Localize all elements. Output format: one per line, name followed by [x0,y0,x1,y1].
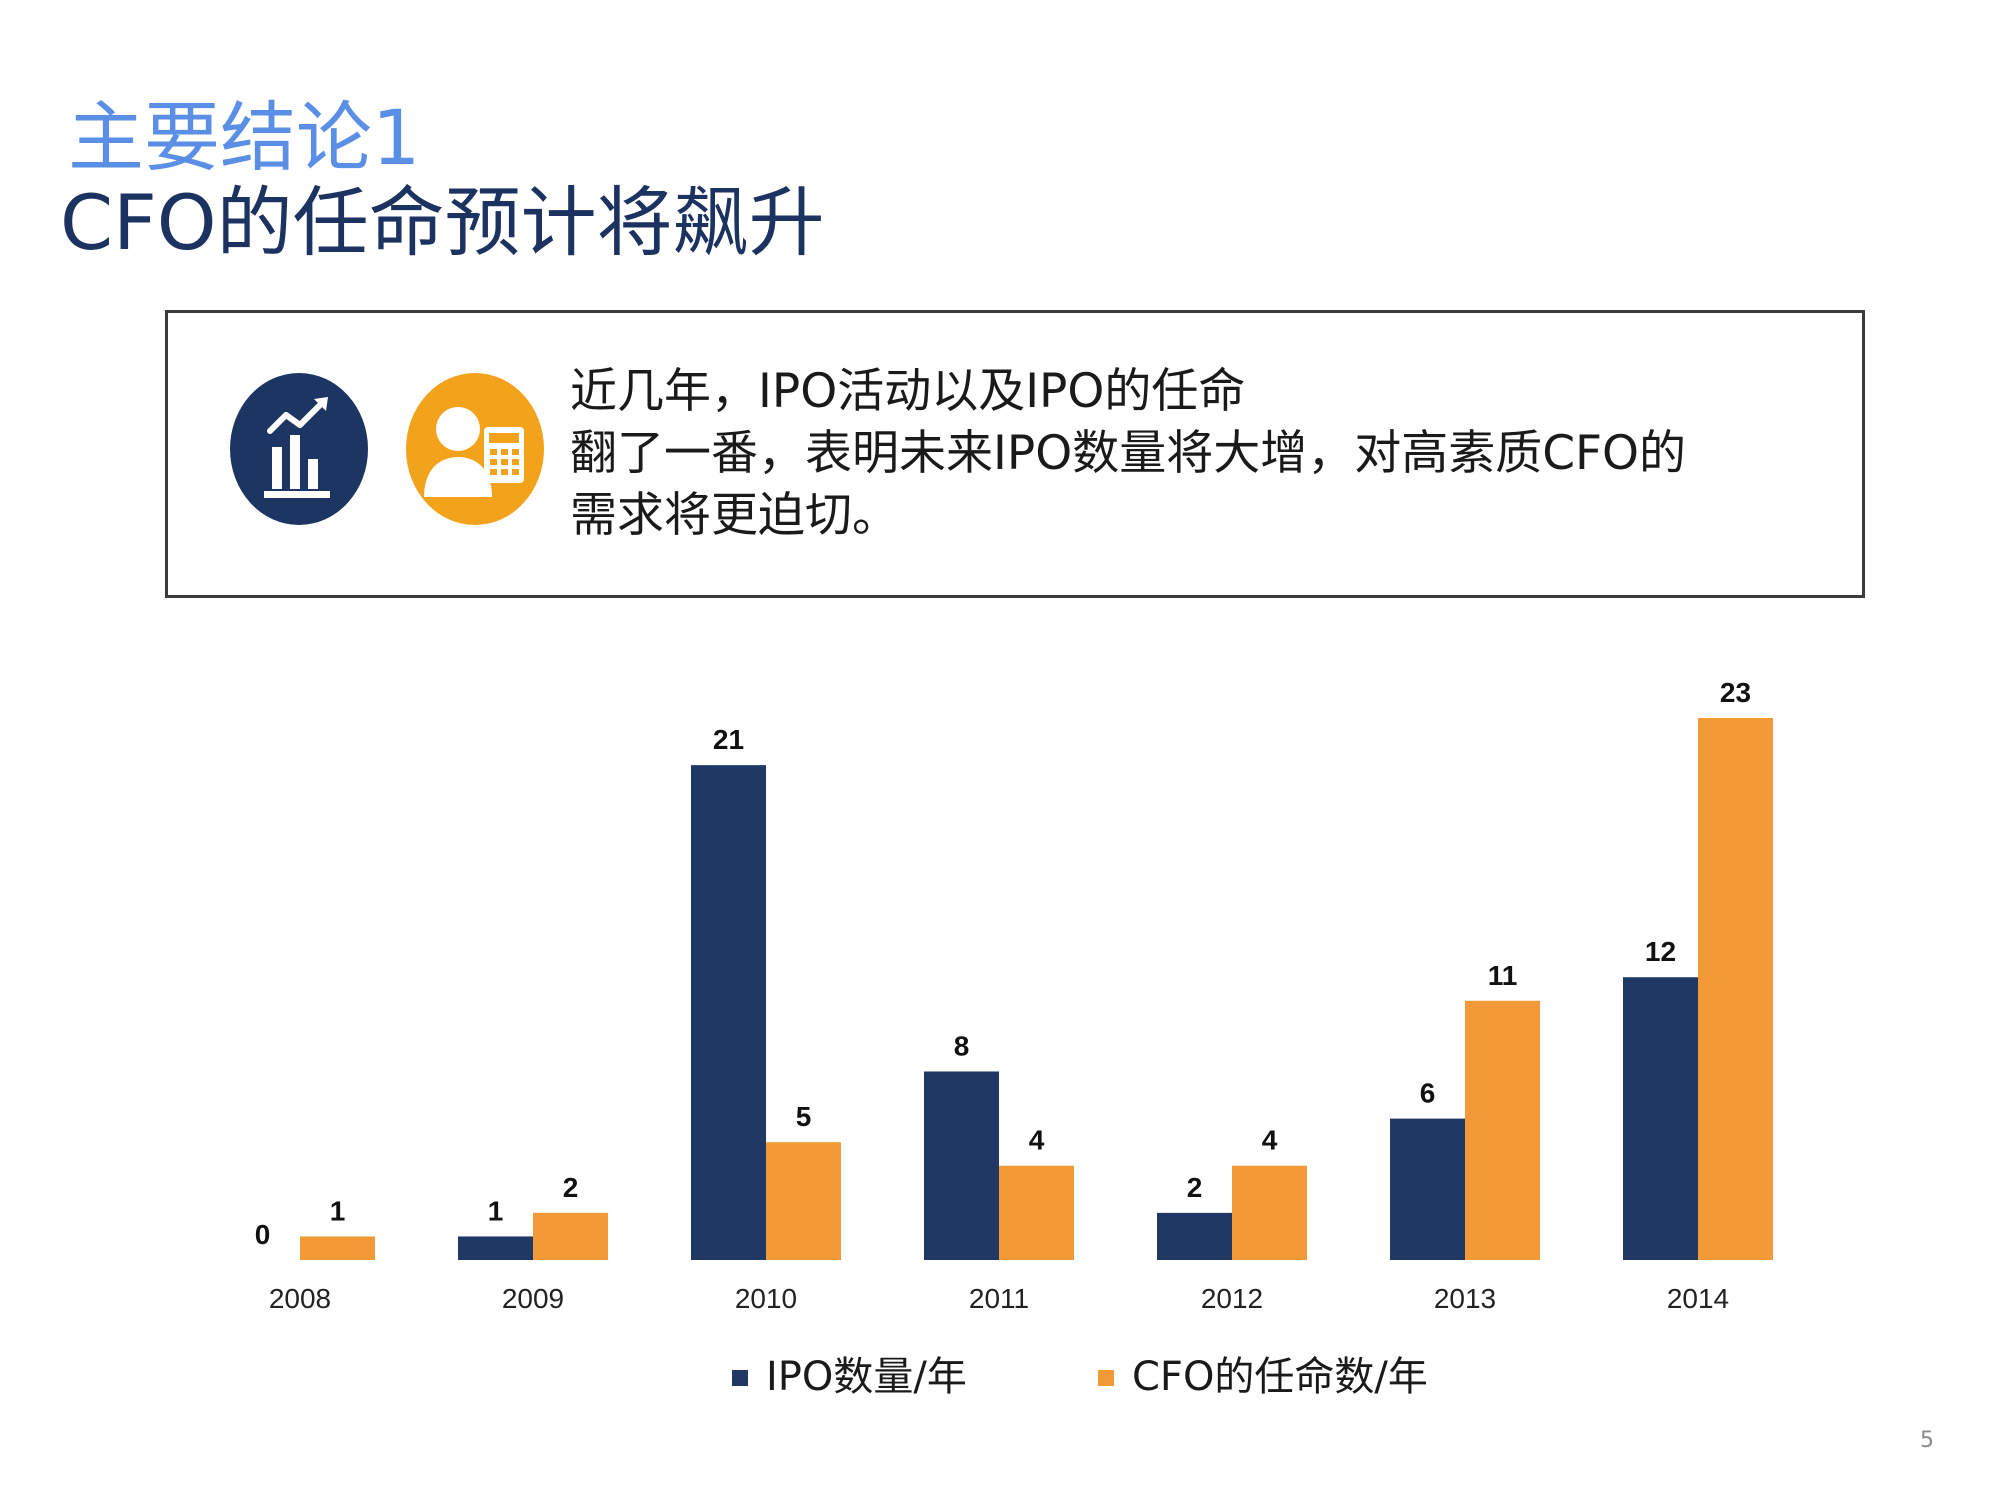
data-label-cfo-2011: 4 [1029,1125,1045,1156]
data-label-ipo-2008: 0 [255,1219,271,1250]
bar-cfo-2011 [999,1165,1074,1260]
x-tick-label-2014: 2014 [1667,1283,1729,1314]
legend-label-ipo: IPO数量/年 [766,1354,967,1400]
data-label-ipo-2013: 6 [1420,1078,1436,1109]
callout-line: 需求将更迫切。 [570,488,899,543]
data-label-ipo-2011: 8 [954,1030,970,1061]
bar-ipo-2012 [1157,1212,1232,1260]
slide-kicker: 主要结论1 [68,93,421,182]
data-label-ipo-2012: 2 [1187,1172,1203,1203]
person-calculator-icon [406,373,544,525]
ipo-cfo-bar-chart: 0120081220092152010842011242012611201312… [255,677,1773,1314]
data-label-cfo-2010: 5 [796,1101,812,1132]
x-tick-label-2010: 2010 [735,1283,797,1314]
slide-headline: CFO的任命预计将飙升 [60,178,825,267]
data-label-ipo-2014: 12 [1645,936,1676,967]
chart-legend: IPO数量/年 CFO的任命数/年 [0,1348,2000,1408]
callout-text: 近几年，IPO活动以及IPO的任命 翻了一番，表明未来IPO数量将大增，对高素质… [570,361,1820,547]
bar-ipo-2011 [924,1071,999,1260]
x-tick-label-2011: 2011 [969,1283,1029,1314]
x-tick-label-2013: 2013 [1434,1283,1496,1314]
bar-ipo-2013 [1390,1118,1465,1260]
data-label-cfo-2008: 1 [330,1195,346,1226]
data-label-cfo-2013: 11 [1488,960,1518,991]
page-number: 5 [1920,1428,1934,1453]
bar-cfo-2013 [1465,1000,1540,1260]
key-finding-callout: 近几年，IPO活动以及IPO的任命 翻了一番，表明未来IPO数量将大增，对高素质… [165,310,1865,598]
callout-line: 近几年，IPO活动以及IPO的任命 [570,364,1246,419]
bar-ipo-2009 [458,1236,533,1260]
bar-ipo-2014 [1623,977,1698,1260]
bar-chart-trend-icon [230,373,368,525]
legend-swatch-ipo [732,1370,748,1386]
bar-cfo-2010 [766,1142,841,1260]
x-tick-label-2008: 2008 [269,1283,331,1314]
data-label-cfo-2009: 2 [563,1172,579,1203]
x-tick-label-2012: 2012 [1201,1283,1263,1314]
legend-label-cfo: CFO的任命数/年 [1132,1354,1428,1400]
callout-line: 翻了一番，表明未来IPO数量将大增，对高素质CFO的 [570,426,1687,481]
bar-cfo-2009 [533,1212,608,1260]
bar-cfo-2012 [1232,1165,1307,1260]
bar-ipo-2010 [691,765,766,1260]
data-label-cfo-2012: 4 [1262,1125,1278,1156]
bar-cfo-2008 [300,1236,375,1260]
x-tick-label-2009: 2009 [502,1283,564,1314]
data-label-ipo-2010: 21 [713,724,744,755]
data-label-ipo-2009: 1 [488,1195,504,1226]
bar-cfo-2014 [1698,718,1773,1260]
legend-swatch-cfo [1098,1370,1114,1386]
data-label-cfo-2014: 23 [1720,677,1751,708]
